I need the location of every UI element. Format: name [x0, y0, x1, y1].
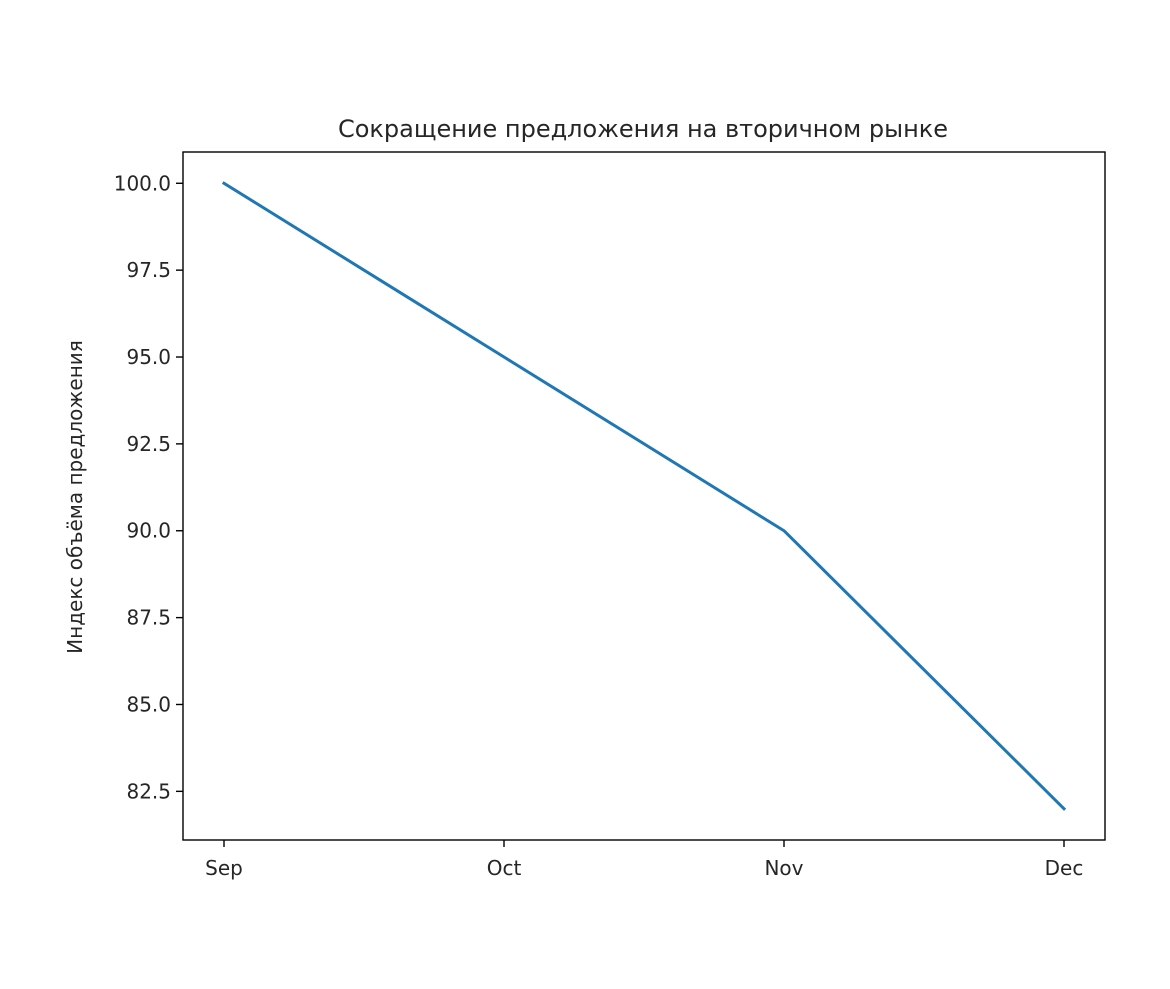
series-layer [221, 181, 1067, 811]
chart-title: Сокращение предложения на вторичном рынк… [338, 115, 948, 143]
y-tick-label: 85.0 [126, 692, 171, 716]
y-axis-ticks: 82.5 85.0 87.5 90.0 92.5 95.0 97.5 100.0 [114, 171, 183, 803]
x-tick-label: Dec [1045, 856, 1084, 880]
y-tick-label: 100.0 [114, 171, 171, 195]
y-tick-label: 95.0 [126, 345, 171, 369]
y-tick-label: 92.5 [126, 432, 171, 456]
y-axis-label: Индекс объёма предложения [63, 340, 87, 654]
x-tick-label: Oct [487, 856, 522, 880]
x-tick-label: Nov [764, 856, 803, 880]
y-tick-label: 90.0 [126, 519, 171, 543]
plot-area-frame [182, 151, 1106, 841]
x-axis-ticks: Sep Oct Nov Dec [205, 840, 1083, 880]
y-tick-label: 97.5 [126, 258, 171, 282]
y-tick-label: 87.5 [126, 606, 171, 630]
y-tick-label: 82.5 [126, 779, 171, 803]
series-line [221, 181, 1067, 811]
x-tick-label: Sep [205, 856, 243, 880]
